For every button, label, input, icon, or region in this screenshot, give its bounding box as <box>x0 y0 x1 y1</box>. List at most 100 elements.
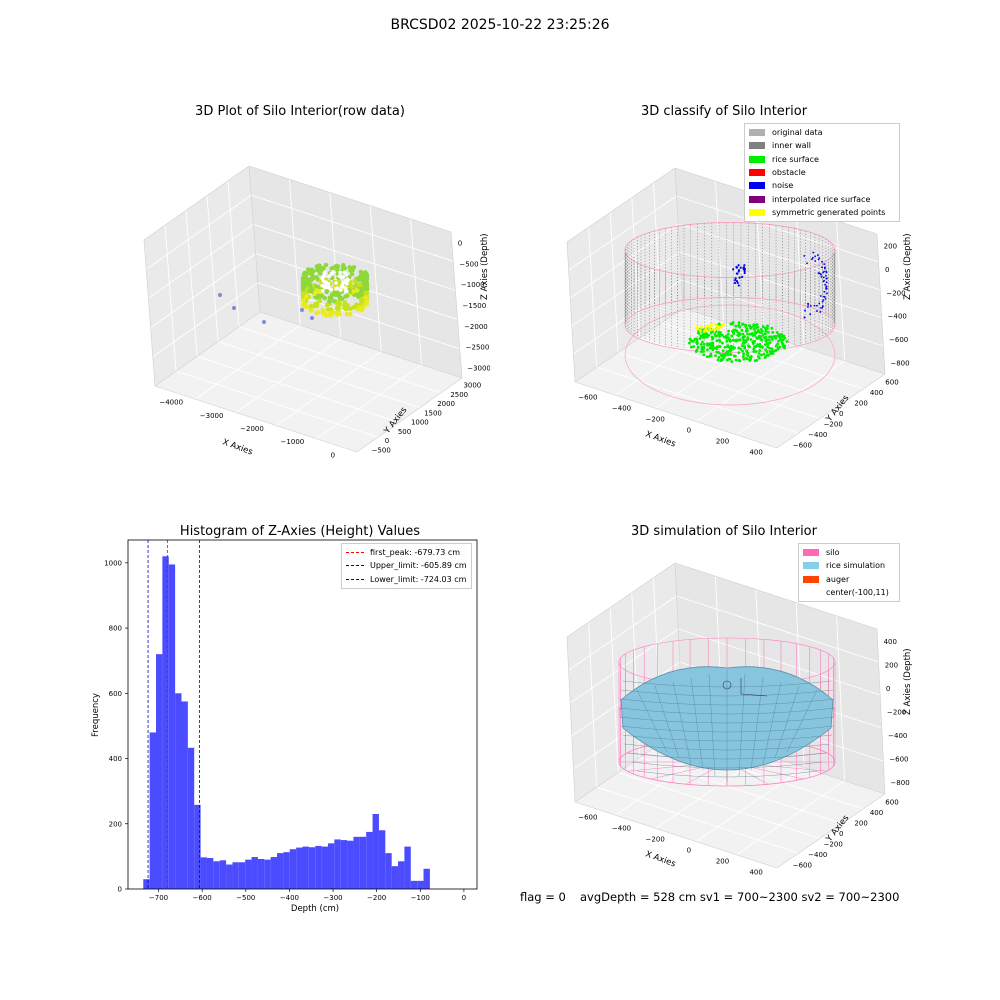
p2-noise-point <box>819 311 822 313</box>
p2-rice-surface-point <box>762 352 766 356</box>
p2-legend-label: symmetric generated points <box>772 207 886 217</box>
p2-xtick-label: −600 <box>578 394 597 402</box>
histogram-bar <box>410 880 418 889</box>
p2-rice-surface-point <box>739 347 743 351</box>
p2-noise-point <box>822 276 825 279</box>
pane-edge <box>248 165 261 313</box>
p1-ytick-label: 0 <box>385 437 389 445</box>
gridline <box>410 218 423 365</box>
p1-point <box>327 274 332 278</box>
p4-ztick-label: −600 <box>889 756 908 764</box>
p2-rice-surface-point <box>741 355 745 359</box>
histogram-bar <box>372 813 379 889</box>
p2-rice-surface-point <box>728 339 732 343</box>
histogram-bar <box>283 852 290 889</box>
p2-rice-surface-point <box>751 340 755 344</box>
p2-noise-point <box>803 316 806 319</box>
p2-rice-surface-point <box>753 333 757 337</box>
p2-noise-point <box>812 251 815 254</box>
histogram-bar <box>270 857 278 889</box>
p2-noise-point <box>818 257 821 260</box>
p2-noise-point <box>819 295 822 297</box>
p1-point <box>359 297 365 303</box>
p1-point <box>344 311 350 317</box>
p2-rice-surface-point <box>749 338 753 341</box>
panel2-title: 3D classify of Silo Interior <box>640 104 808 119</box>
p2-ytick-label: −200 <box>824 421 843 429</box>
p2-rice-surface-point <box>720 354 724 358</box>
p2-rice-surface-point <box>700 350 703 354</box>
p2-noise-point <box>737 284 740 287</box>
p4-legend-label: center(-100,11) <box>826 588 889 598</box>
p2-noise-point <box>822 305 824 307</box>
p1-ztick-label: −3000 <box>467 365 490 373</box>
p2-rice-surface-point <box>737 321 741 325</box>
p2-symmetric-point <box>699 324 703 328</box>
p1-ytick-label: 3000 <box>463 382 481 390</box>
p2-rice-surface-point <box>765 327 769 330</box>
p2-rice-surface-point <box>766 354 770 357</box>
p2-noise-point <box>804 309 806 312</box>
p2-rice-surface-point <box>766 330 770 334</box>
p2-rice-surface-point <box>720 333 724 337</box>
p2-symmetric-point <box>714 322 718 326</box>
p2-rice-surface-point <box>694 337 698 341</box>
p2-noise-point <box>735 280 739 283</box>
p2-noise-point <box>824 283 826 286</box>
histogram-bar <box>347 840 354 889</box>
p1-point <box>360 271 365 276</box>
p2-rice-surface-point <box>747 345 751 349</box>
pane-edge <box>776 373 886 449</box>
p2-noise-point <box>807 306 809 308</box>
p2-legend-entry: inner wall <box>749 139 899 152</box>
p2-rice-surface-point <box>695 349 698 353</box>
p2-legend-entry: noise <box>749 179 899 192</box>
p1-ytick-label: 1500 <box>424 409 442 417</box>
p4-legend-entry: center(-100,11) <box>803 586 899 599</box>
histogram-bar <box>168 564 176 889</box>
p1-xtick-label: 0 <box>331 451 335 459</box>
pane-edge <box>143 165 250 241</box>
p2-rice-surface-point <box>699 342 703 346</box>
p2-rice-surface-point <box>755 323 759 326</box>
y-tick-label: 400 <box>109 755 122 763</box>
p2-legend-entry: symmetric generated points <box>749 206 899 219</box>
pane-edge <box>574 801 778 869</box>
gridline <box>836 615 846 781</box>
p2-noise-point <box>822 271 825 274</box>
pane-edge <box>682 307 886 375</box>
p1-point <box>334 306 340 311</box>
p4-ytick-label: 600 <box>885 798 898 806</box>
p2-noise-point <box>818 272 821 275</box>
p4-legend-entry: silo <box>803 546 899 559</box>
gridline <box>631 197 641 338</box>
p4-legend-swatch <box>803 562 819 570</box>
p1-ytick-label: 500 <box>398 428 411 436</box>
gridline <box>217 341 421 409</box>
p2-rice-surface-point <box>773 349 777 353</box>
p1-point <box>324 302 330 308</box>
p2-rice-surface-point <box>770 338 774 341</box>
p2-legend-label: inner wall <box>772 141 812 151</box>
p1-point <box>363 294 368 300</box>
p1-point <box>301 298 306 303</box>
pane-edge <box>876 233 886 375</box>
pane-edge <box>566 167 676 243</box>
p2-rice-surface-point <box>770 326 774 330</box>
p1-point <box>327 286 331 290</box>
p2-noise-point <box>737 264 740 267</box>
p2-rice-surface-point <box>709 354 713 358</box>
p1-point <box>327 295 332 300</box>
pane-edge <box>674 167 684 309</box>
p1-point <box>352 278 358 283</box>
p2-noise-point <box>817 258 820 261</box>
panel4-3d-simulation-plot: −600−400−2000200400−600−400−200020040060… <box>566 562 913 877</box>
p2-rice-surface-point <box>716 358 720 362</box>
gridline <box>588 622 598 788</box>
p4-rice-mesh-line <box>762 681 782 765</box>
p1-xlabel: X Axies <box>221 437 254 457</box>
p2-noise-point <box>803 255 806 257</box>
histogram-bar <box>277 853 284 889</box>
p2-rice-surface-point <box>738 338 742 342</box>
p2-legend-swatch <box>749 182 765 190</box>
